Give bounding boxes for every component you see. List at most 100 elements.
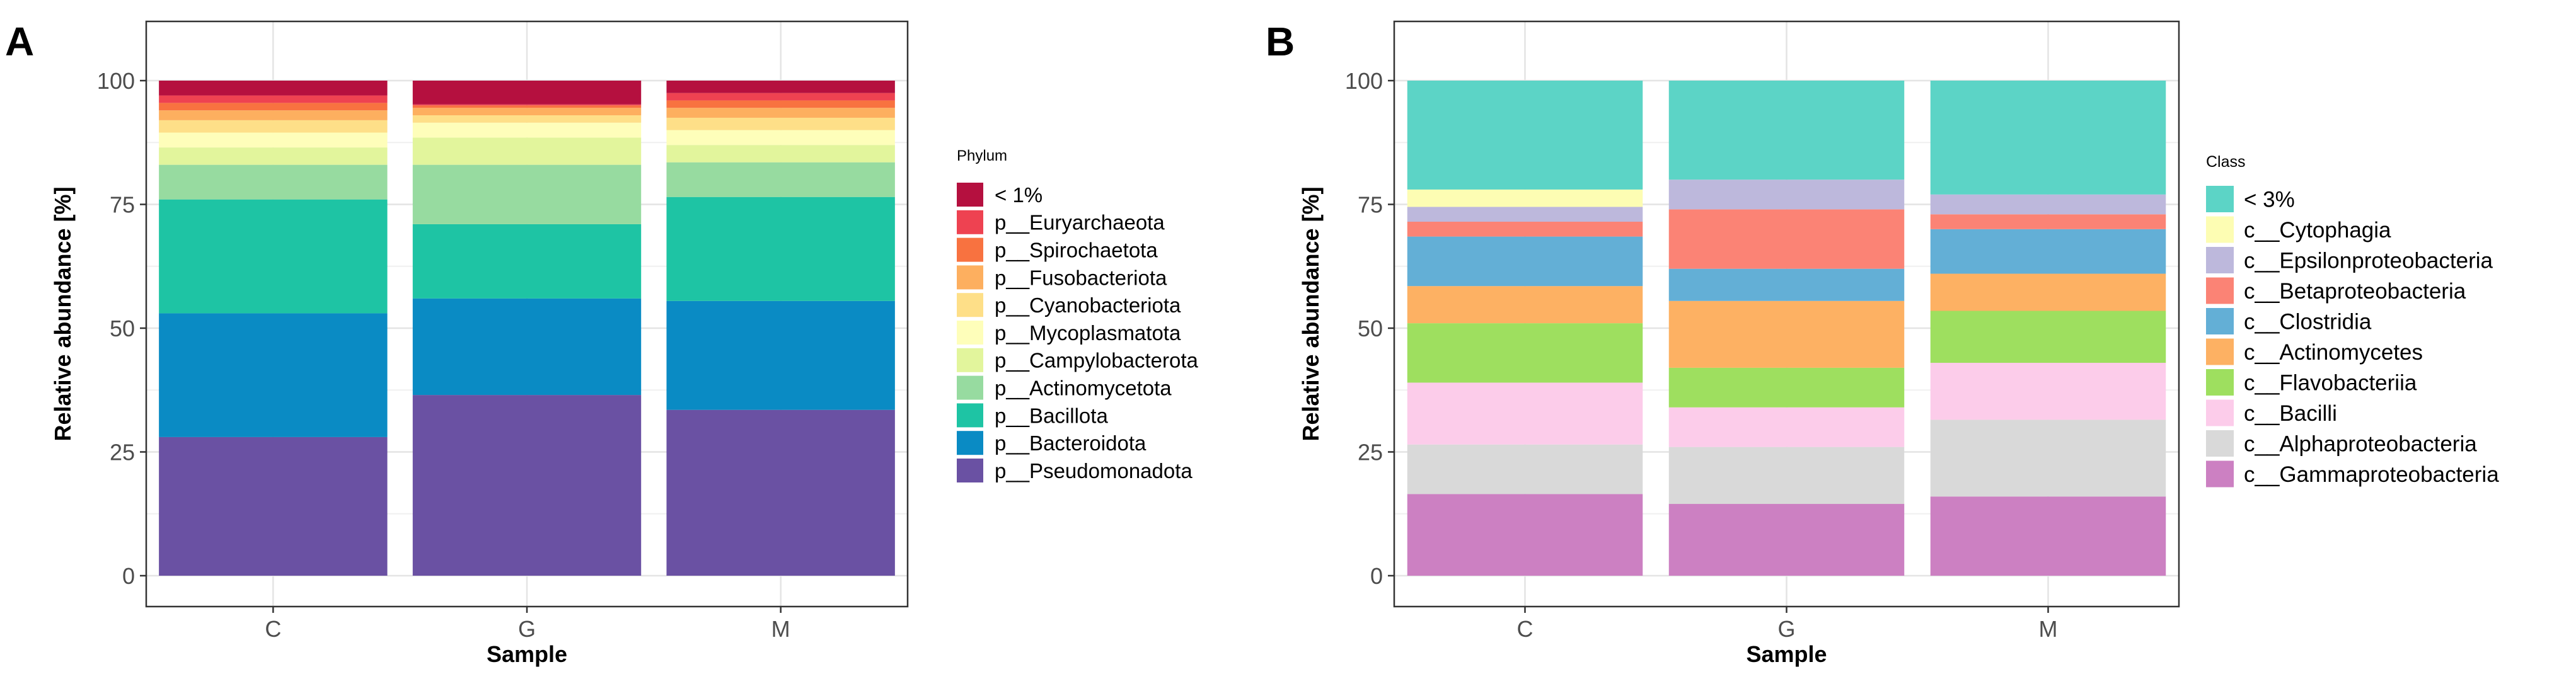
panel-a-bar-c-1: [159, 81, 388, 96]
panel-b-bar-m-3: [1930, 81, 2166, 195]
panel-b-legend-key-c-cytophagia: [2206, 216, 2234, 243]
panel-a-bar-m-1: [666, 81, 895, 93]
panel-a-legend: Phylum < 1% p__Euryarchaeota p__Spirochaeto…: [957, 147, 1199, 482]
panel-a-bar-g-p-cyanobacteriota: [412, 115, 642, 123]
panel-a-legend-key-p-campylobacterota: [957, 348, 983, 372]
panel-b-bar-m-c-flavobacteriia: [1930, 311, 2166, 363]
panel-b-legend-label: c__Clostridia: [2244, 310, 2372, 334]
panel-b-legend-key-c-flavobacteriia: [2206, 369, 2234, 396]
panel-a-bar-m-p-euryarchaeota: [666, 93, 895, 101]
panel-b-legend-key-c-actinomycetes: [2206, 338, 2234, 365]
panel-b-x-axis-title: Sample: [1746, 641, 1827, 667]
panel-a-legend-label: p__Pseudomonadota: [995, 459, 1193, 482]
panel-b-bar-g-3: [1668, 81, 1905, 180]
panel-b-legend-key-c-betaproteobacteria: [2206, 277, 2234, 304]
panel-a-bar-g-p-actinomycetota: [412, 164, 642, 224]
panel-a-bar-g-p-pseudomonadota: [412, 395, 642, 576]
panel-b-bar-c-3: [1407, 81, 1643, 190]
panel-b-bar-c-c-alphaproteobacteria: [1407, 444, 1643, 494]
panel-b-legend-label: c__Betaproteobacteria: [2244, 279, 2466, 304]
panel-b-legend-label: c__Flavobacteriia: [2244, 371, 2417, 396]
panel-b-legend-key-3: [2206, 186, 2234, 212]
panel-b-bar-g-c-epsilonproteobacteria: [1668, 180, 1905, 210]
panel-a-letter: A: [5, 19, 34, 64]
panel-a-x-tick-label: M: [771, 616, 790, 642]
panel-a-legend-label: p__Campylobacterota: [995, 349, 1199, 372]
panel-a-bar-g-p-mycoplasmatota: [412, 122, 642, 138]
panel-b-x-tick-label: M: [2039, 616, 2058, 642]
panel-b-bar-g-c-gammaproteobacteria: [1668, 504, 1905, 576]
panel-b-y-tick-label: 25: [1358, 440, 1383, 465]
panel-a-x-tick-label: C: [265, 616, 281, 642]
panel-b-bar-m-c-epsilonproteobacteria: [1930, 194, 2166, 215]
panel-a-y-axis-title: Relative abundance [%]: [50, 186, 76, 441]
panel-a-bar-m-p-fusobacteriota: [666, 108, 895, 118]
panel-b-legend-label: c__Cytophagia: [2244, 218, 2391, 243]
panel-a: A 0 25 50 75 100 C G M Sample Relative abundance […: [5, 19, 1199, 667]
panel-b-bar-c-c-bacilli: [1407, 382, 1643, 445]
panel-a-x-axis-title: Sample: [487, 641, 567, 667]
panel-a-bar-c-p-campylobacterota: [159, 147, 388, 165]
panel-a-bar-g-p-fusobacteriota: [412, 108, 642, 116]
panel-b-bar-m-c-bacilli: [1930, 363, 2166, 420]
panel-a-bar-m-p-pseudomonadota: [666, 409, 895, 576]
panel-a-legend-label: p__Fusobacteriota: [995, 266, 1167, 289]
panel-b-bar-m-c-alphaproteobacteria: [1930, 419, 2166, 497]
panel-b-y-axis-title: Relative abundance [%]: [1298, 186, 1324, 441]
panel-a-bar-c-p-fusobacteriota: [159, 110, 388, 120]
panel-a-legend-key-p-actinomycetota: [957, 375, 983, 400]
panel-a-bar-c-p-bacillota: [159, 199, 388, 314]
panel-b-legend-label: c__Epsilonproteobacteria: [2244, 249, 2493, 273]
panel-a-y-tick-label: 25: [110, 440, 135, 465]
panel-a-legend-key-p-pseudomonadota: [957, 459, 983, 482]
panel-b-y-tick-label: 50: [1358, 316, 1383, 341]
panel-a-bar-m-p-spirochaetota: [666, 100, 895, 108]
panel-a-y-tick-label: 0: [122, 563, 135, 589]
panel-b-x-tick-label: G: [1777, 616, 1795, 642]
panel-b-legend-key-c-alphaproteobacteria: [2206, 430, 2234, 457]
panel-b-legend-label: < 3%: [2244, 188, 2295, 212]
panel-b-bar-c-c-actinomycetes: [1407, 286, 1643, 324]
panel-a-legend-key-p-mycoplasmatota: [957, 321, 983, 345]
panel-a-y-tick-label: 75: [110, 192, 135, 218]
panel-a-legend-key-1: [957, 183, 983, 207]
panel-a-legend-label: p__Bacteroidota: [995, 431, 1146, 455]
panel-b-bar-m-c-betaproteobacteria: [1930, 214, 2166, 229]
panel-a-legend-label: < 1%: [995, 183, 1043, 207]
panel-b-bar-c-c-cytophagia: [1407, 189, 1643, 207]
panel-a-legend-key-p-fusobacteriota: [957, 265, 983, 290]
panel-a-bar-m-p-bacteroidota: [666, 300, 895, 410]
panel-b-bar-c-c-clostridia: [1407, 236, 1643, 287]
panel-b-bar-c-c-gammaproteobacteria: [1407, 494, 1643, 576]
panel-a-bar-g-p-bacillota: [412, 224, 642, 299]
panel-b-legend-label: c__Bacilli: [2244, 401, 2337, 426]
panel-a-legend-title: Phylum: [957, 147, 1007, 164]
panel-b-letter: B: [1266, 19, 1295, 64]
panel-b-legend-key-c-clostridia: [2206, 308, 2234, 334]
panel-a-bar-c-p-cyanobacteriota: [159, 120, 388, 133]
panel-a-bar-m-p-actinomycetota: [666, 162, 895, 197]
panel-a-legend-label: p__Bacillota: [995, 404, 1108, 427]
panel-b-bar-g-c-actinomycetes: [1668, 300, 1905, 368]
panel-b-y-tick-label: 100: [1345, 68, 1383, 94]
panel-a-legend-label: p__Spirochaetota: [995, 238, 1158, 261]
panel-b-y-tick-label: 0: [1370, 563, 1383, 589]
panel-b-legend-key-c-bacilli: [2206, 399, 2234, 426]
panel-b-bar-c-c-betaproteobacteria: [1407, 222, 1643, 237]
panel-a-legend-key-p-euryarchaeota: [957, 210, 983, 234]
panel-a-y-tick-label: 100: [97, 68, 135, 94]
panel-b: B 0 25 50 75 100 C G M Sample Relative abundance […: [1266, 19, 2499, 667]
panel-b-bar-m-c-actinomycetes: [1930, 273, 2166, 311]
panel-a-legend-key-p-bacteroidota: [957, 431, 983, 455]
panel-a-bar-g-p-euryarchaeota: [412, 104, 642, 106]
panel-a-bar-m-p-bacillota: [666, 197, 895, 301]
panel-a-bar-c-p-euryarchaeota: [159, 95, 388, 103]
panel-a-bar-m-p-campylobacterota: [666, 145, 895, 163]
panel-a-legend-label: p__Actinomycetota: [995, 376, 1172, 399]
panel-b-bar-m-c-gammaproteobacteria: [1930, 496, 2166, 576]
panel-a-y-tick-label: 50: [110, 316, 135, 341]
panel-a-bar-m-p-cyanobacteriota: [666, 117, 895, 130]
panel-b-bar-g-c-alphaproteobacteria: [1668, 447, 1905, 505]
panel-b-legend-label: c__Actinomycetes: [2244, 340, 2423, 365]
